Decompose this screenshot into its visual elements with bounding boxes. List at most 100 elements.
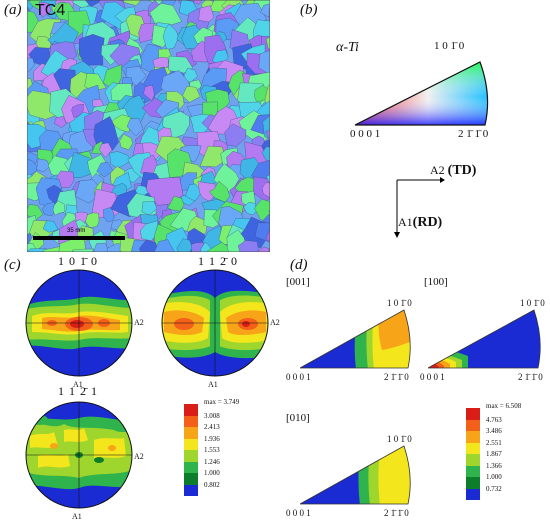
ipf1-title: [001]	[286, 276, 310, 288]
grain	[84, 0, 103, 7]
pf-legend-swatches	[184, 404, 198, 497]
grain	[110, 114, 132, 133]
grain	[199, 145, 226, 168]
grain	[266, 36, 270, 50]
ipf-legend-swatch	[466, 408, 480, 420]
grain	[198, 5, 215, 23]
pf-legend-level: 1.000	[204, 469, 220, 477]
grain	[96, 161, 114, 178]
key-origin-corner: 0 0 0 1	[350, 128, 381, 140]
ipf-legend-level: 1.867	[486, 450, 502, 458]
pf-legend-swatch	[184, 461, 198, 474]
pf-legend-level: 1.553	[204, 446, 220, 454]
pf-legend-swatch	[184, 427, 198, 439]
panel-a-label: (a)	[4, 2, 22, 18]
pf2-a1: A1	[208, 380, 218, 389]
ipf3-title: [010]	[286, 412, 310, 424]
ipf3-top: 1 0 1̄ 0	[387, 434, 412, 444]
phase-label: α-Ti	[336, 40, 359, 56]
ipf3-origin: 0 0 0 1	[286, 508, 311, 518]
grain	[27, 158, 40, 179]
grain	[257, 246, 270, 252]
ipf-100	[428, 309, 541, 369]
grain	[99, 142, 113, 158]
pf-legend-level: 1.936	[204, 434, 220, 443]
ebsd-grain-map	[26, 0, 271, 253]
ipf-legend-level: 0.732	[486, 484, 502, 493]
grain	[167, 195, 185, 212]
grain	[85, 212, 100, 228]
ipf-legend-swatch	[466, 431, 480, 443]
ipf-legend-level: 2.551	[486, 438, 502, 447]
ipf-legend-max: max = 6.508	[486, 402, 522, 410]
grain	[140, 220, 158, 241]
grain	[27, 248, 47, 252]
scale-bar-label: 35 mm	[67, 228, 86, 234]
panel-d-label: (d)	[290, 257, 308, 273]
pole-figure-1120	[161, 269, 269, 377]
grain	[162, 23, 179, 50]
pf3-title: 1 1 2̄ 1	[58, 384, 98, 398]
pf-legend-level: 3.008	[204, 411, 220, 420]
ipf-legend: max = 6.508 4.763 3.486 2.551 1.867 1.366 1.0…	[466, 402, 526, 502]
sample-axes	[394, 177, 445, 238]
ipf1-origin: 0 0 0 1	[286, 372, 311, 382]
grain	[213, 163, 240, 194]
panel-b-label: (b)	[300, 2, 318, 18]
scale-bar	[33, 236, 125, 240]
phase-text: α-Ti	[336, 40, 359, 55]
grain	[191, 242, 204, 252]
grain	[36, 158, 51, 172]
grain	[154, 239, 175, 252]
pf-legend-swatch	[184, 415, 198, 428]
grain	[71, 104, 84, 119]
ipf-legend-swatch	[466, 465, 480, 478]
grain	[176, 238, 193, 252]
ipf-color-triangle	[354, 61, 489, 126]
ipf-legend-level: 1.366	[486, 461, 502, 470]
pf-legend-level: 1.246	[204, 457, 220, 466]
panel-c-label: (c)	[4, 257, 21, 273]
grain	[141, 201, 158, 216]
ipf1-top: 1 0 1̄ 0	[387, 298, 412, 308]
axis-a2-label: A2 (TD)	[430, 163, 476, 179]
pf-legend-levels: 3.008 2.413 1.936 1.553 1.246 1.000 0.802	[204, 404, 244, 496]
grain	[200, 242, 212, 252]
ipf-legend-swatch	[466, 419, 480, 432]
grain	[41, 202, 57, 216]
grain	[265, 230, 270, 243]
grain	[260, 3, 270, 17]
axis-a1-label: A1(RD)	[398, 215, 442, 231]
pf-legend-level: 2.413	[204, 423, 220, 431]
pf1-a1: A1	[73, 380, 83, 389]
grain	[258, 49, 270, 76]
grain	[54, 116, 67, 128]
grain	[185, 183, 202, 202]
ipf-001	[300, 309, 411, 369]
grain	[143, 84, 155, 101]
grain	[139, 239, 159, 252]
grain	[237, 240, 259, 252]
ipf2-title: [100]	[424, 276, 448, 288]
axis-a1-dir: (RD)	[412, 215, 443, 230]
grain	[192, 0, 203, 5]
key-top-corner: 1 0 1̄ 0	[434, 40, 465, 52]
pf2-a2: A2	[270, 318, 280, 327]
grain	[261, 146, 270, 164]
pole-figure-1121	[25, 401, 133, 509]
pf2-title: 1 1 2̄ 0	[198, 254, 238, 268]
ipf-legend-swatch	[466, 442, 480, 455]
ebsd-map: TC4 35 mm	[26, 0, 271, 253]
pf3-a1: A1	[72, 512, 82, 521]
grain	[262, 212, 270, 226]
ipf-legend-level: 1.000	[486, 473, 502, 481]
ipf-legend-levels: 4.763 3.486 2.551 1.867 1.366 1.000 0.732	[486, 408, 526, 500]
grain	[182, 86, 201, 103]
grain	[109, 151, 132, 169]
ipf2-origin: 0 0 0 1	[420, 372, 445, 382]
axis-a2-dir: (TD)	[447, 163, 477, 178]
grain	[261, 182, 270, 198]
grain	[243, 202, 257, 216]
pf-legend-swatch	[184, 450, 198, 462]
grain	[224, 123, 247, 147]
